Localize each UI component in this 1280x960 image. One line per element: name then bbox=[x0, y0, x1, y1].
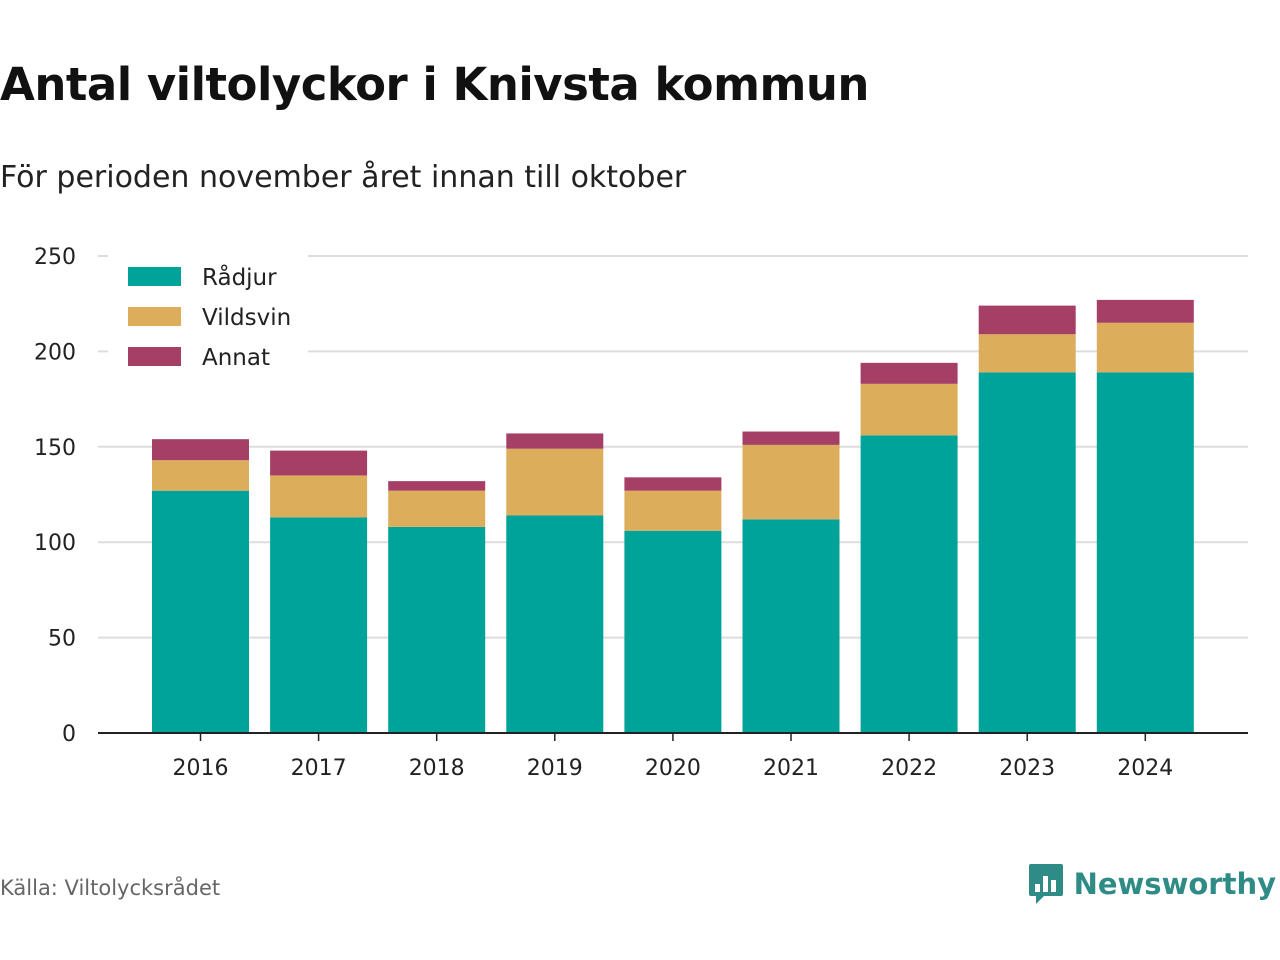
x-tick-label: 2019 bbox=[527, 756, 583, 781]
bar-segment bbox=[152, 439, 249, 461]
bar-segment bbox=[1096, 322, 1194, 373]
bar-segment bbox=[506, 448, 604, 516]
x-axis-ticks: 2016 2017 2018 2019 2020 2021 2022 2023 2024 bbox=[173, 733, 1173, 781]
bar-segment bbox=[270, 450, 368, 476]
chart-subtitle: För perioden november året innan till ok… bbox=[0, 160, 687, 195]
bar-stack-2019 bbox=[506, 433, 604, 733]
stacked-bar-chart: 0 50 100 150 200 250 2016 2017 2018 2019 2020 2021… bbox=[34, 245, 1248, 781]
bar-stack-2021 bbox=[742, 431, 840, 733]
bar-segment bbox=[152, 460, 249, 491]
legend-label: Rådjur bbox=[202, 263, 277, 291]
bar-segment bbox=[506, 433, 604, 449]
bars bbox=[152, 299, 1194, 733]
bar-segment bbox=[860, 383, 958, 436]
x-tick-label: 2021 bbox=[763, 756, 819, 781]
bar-stack-2020 bbox=[624, 477, 722, 733]
bar-chart-speech-bubble-icon bbox=[1028, 864, 1063, 904]
bar-stack-2017 bbox=[270, 450, 368, 733]
bar-stack-2023 bbox=[978, 305, 1076, 733]
bar-segment bbox=[388, 481, 486, 491]
legend-swatch bbox=[128, 267, 181, 286]
chart-title: Antal viltolyckor i Knivsta kommun bbox=[0, 58, 869, 111]
legend-label: Annat bbox=[202, 345, 270, 371]
bar-segment bbox=[270, 475, 368, 518]
bar-segment bbox=[742, 519, 840, 733]
y-tick-label: 250 bbox=[34, 245, 76, 270]
bar-segment bbox=[624, 530, 722, 733]
bar-segment bbox=[1096, 299, 1194, 323]
source-note: Källa: Viltolycksrådet bbox=[0, 876, 221, 900]
x-tick-label: 2022 bbox=[881, 756, 937, 781]
bar-segment bbox=[624, 490, 722, 531]
bar-segment bbox=[388, 490, 486, 527]
bar-segment bbox=[978, 372, 1076, 733]
bar-segment bbox=[152, 490, 249, 733]
x-tick-label: 2023 bbox=[999, 756, 1055, 781]
bar-segment bbox=[1096, 372, 1194, 733]
bar-segment bbox=[978, 305, 1076, 335]
y-tick-label: 50 bbox=[48, 627, 76, 652]
x-tick-label: 2017 bbox=[291, 756, 347, 781]
bar-segment bbox=[388, 526, 486, 733]
legend-swatch bbox=[128, 347, 181, 366]
bar-segment bbox=[742, 431, 840, 445]
bar-stack-2018 bbox=[388, 481, 486, 733]
legend-label: Vildsvin bbox=[202, 305, 291, 331]
y-tick-label: 200 bbox=[34, 340, 76, 365]
bar-segment bbox=[624, 477, 722, 491]
bar-segment bbox=[742, 444, 840, 520]
bar-stack-2016 bbox=[152, 439, 249, 733]
y-tick-label: 0 bbox=[62, 722, 76, 747]
bar-stack-2022 bbox=[860, 362, 958, 733]
bar-segment bbox=[506, 515, 604, 733]
bar-segment bbox=[270, 517, 368, 733]
y-tick-label: 150 bbox=[34, 436, 76, 461]
y-axis-ticks: 0 50 100 150 200 250 bbox=[34, 245, 76, 747]
bar-stack-2024 bbox=[1096, 299, 1194, 733]
x-tick-label: 2018 bbox=[409, 756, 465, 781]
x-tick-label: 2016 bbox=[173, 756, 229, 781]
bar-segment bbox=[860, 435, 958, 733]
bar-segment bbox=[978, 334, 1076, 373]
legend-swatch bbox=[128, 307, 181, 326]
brand-logo: Newsworthy bbox=[1028, 862, 1276, 906]
y-tick-label: 100 bbox=[34, 531, 76, 556]
brand-name: Newsworthy bbox=[1073, 867, 1276, 901]
x-tick-label: 2020 bbox=[645, 756, 701, 781]
bar-segment bbox=[860, 362, 958, 384]
legend: Rådjur Vildsvin Annat bbox=[108, 250, 308, 380]
x-tick-label: 2024 bbox=[1117, 756, 1173, 781]
